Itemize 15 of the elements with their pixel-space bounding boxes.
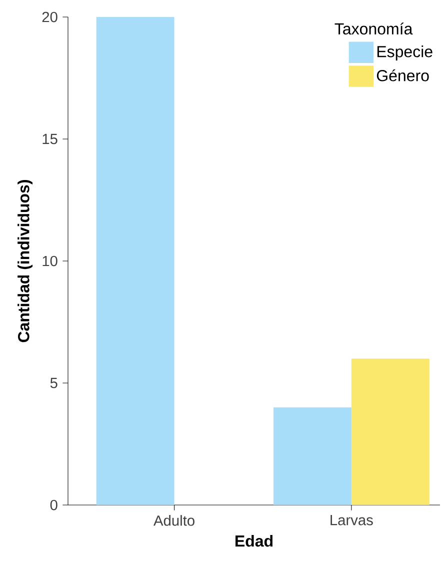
- bar: [351, 358, 430, 505]
- y-tick-label: 10: [42, 256, 58, 266]
- y-tick-label: 5: [50, 378, 58, 388]
- y-tick-label: 0: [50, 500, 58, 510]
- x-tick-label: Larvas: [330, 515, 373, 526]
- bar: [273, 407, 352, 505]
- bar: [96, 17, 174, 505]
- y-tick-label: 15: [42, 134, 58, 144]
- y-tick-label: 20: [42, 12, 58, 22]
- x-axis-title: Edad: [236, 534, 272, 547]
- legend-label: Especie: [377, 46, 432, 60]
- legend-title: Taxonomía: [334, 22, 413, 35]
- y-axis-title: Cantidad (individuos): [18, 180, 32, 342]
- legend-label: Género: [376, 69, 429, 82]
- x-tick-label: Adulto: [154, 515, 194, 526]
